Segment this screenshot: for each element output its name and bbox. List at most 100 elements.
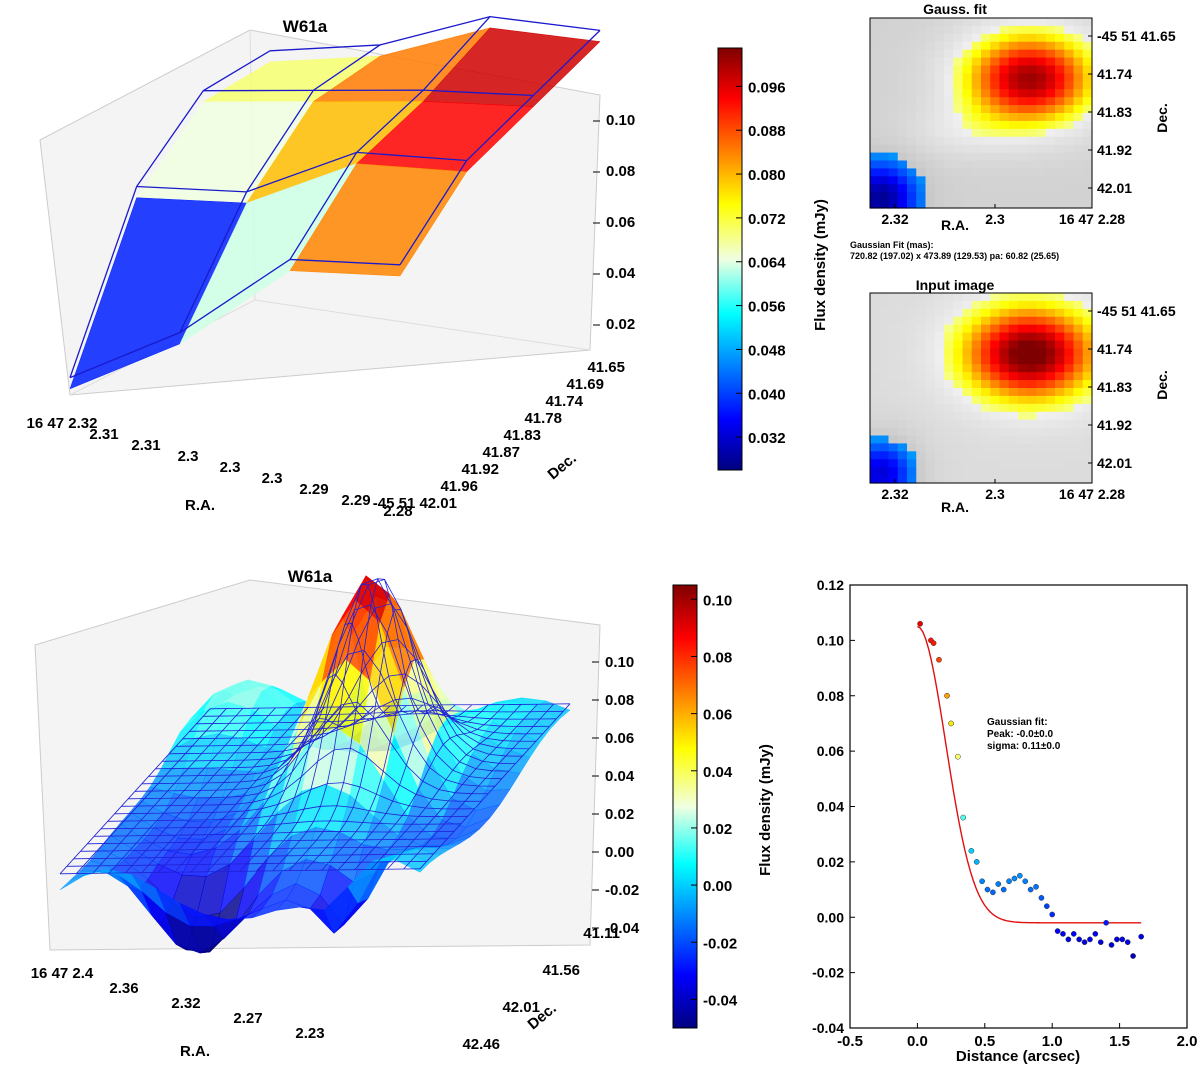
heatmap-cell	[1036, 293, 1047, 302]
y-tick-label: 42.01	[502, 999, 540, 1016]
heatmap-cell	[870, 65, 880, 75]
heatmap-cell	[1045, 57, 1056, 67]
wireframe-line	[92, 708, 244, 874]
colorbar-tick-label: 0.02	[703, 821, 732, 838]
heatmap-cell	[990, 427, 1001, 437]
heatmap-cell	[1018, 411, 1028, 421]
heatmap-cell	[981, 152, 991, 162]
heatmap-cell	[1027, 97, 1038, 106]
heatmap-cell	[990, 403, 1001, 413]
heatmap-cell	[1082, 81, 1093, 90]
heatmap-cell	[1073, 475, 1084, 484]
heatmap-cell	[944, 73, 954, 82]
heatmap-cell	[944, 372, 954, 381]
heatmap-cell	[1073, 316, 1084, 326]
heatmap-cell	[1045, 459, 1056, 468]
heatmap-cell	[879, 356, 890, 365]
wireframe-line	[59, 708, 211, 875]
heatmap-cell	[897, 332, 908, 342]
heatmap-cell	[1018, 443, 1028, 452]
heatmap-cell	[999, 97, 1010, 106]
heatmap-cell	[999, 152, 1010, 162]
heatmap-cell	[1055, 300, 1065, 310]
heatmap-cell	[1073, 364, 1084, 373]
heatmap-cell	[1036, 192, 1047, 201]
heatmap-cell	[1045, 411, 1056, 421]
heatmap-cell	[907, 136, 917, 146]
heatmap-cell	[897, 97, 908, 106]
heatmap-cell	[888, 403, 899, 413]
heatmap-cell	[981, 395, 991, 405]
heatmap-cell	[1064, 73, 1075, 82]
y-tick-label: 41.74	[545, 393, 583, 410]
heatmap-cell	[1082, 293, 1093, 302]
heatmap-cell	[999, 136, 1010, 146]
heatmap-cell	[925, 380, 936, 389]
heatmap-cell	[1008, 340, 1019, 350]
heatmap-cell	[971, 475, 982, 484]
heatmap-cell	[1082, 467, 1093, 476]
heatmap-cell	[953, 25, 964, 35]
heatmap-cell	[1082, 475, 1093, 484]
heatmap-cell	[1018, 340, 1028, 350]
heatmap-cell	[1018, 168, 1028, 177]
heatmap-cell	[934, 411, 945, 421]
heatmap-cell	[879, 300, 890, 310]
heatmap-cell	[990, 435, 1001, 445]
colorbar-tick-label: 0.10	[703, 592, 732, 609]
heatmap-cell	[934, 152, 945, 162]
heatmap-cell	[925, 97, 936, 106]
heatmap-cell	[971, 451, 982, 460]
heatmap-cell	[925, 427, 936, 437]
heatmap-cell	[897, 475, 908, 484]
x-tick-label: 0.5	[974, 1033, 995, 1050]
heatmap-cell	[971, 136, 982, 146]
heatmap-cell	[1045, 308, 1056, 318]
heatmap-cell	[1073, 120, 1084, 130]
heatmap-cell	[1055, 41, 1065, 51]
heatmap-cell	[1082, 427, 1093, 437]
heatmap-cell	[925, 160, 936, 170]
heatmap-cell	[953, 451, 964, 460]
heatmap-cell	[897, 372, 908, 381]
heatmap-cell	[1018, 451, 1028, 460]
heatmap-cell	[870, 97, 880, 106]
heatmap-cell	[971, 200, 982, 209]
heatmap-cell	[962, 41, 973, 51]
heatmap-cell	[870, 395, 880, 405]
heatmap-cell	[1027, 300, 1038, 310]
heatmap-cell	[1082, 443, 1093, 452]
data-point	[1092, 931, 1099, 937]
heatmap-cell	[897, 300, 908, 310]
heatmap-cell	[1008, 184, 1019, 193]
heatmap-cell	[916, 435, 927, 445]
heatmap-cell	[1008, 120, 1019, 130]
heatmap-cell	[1055, 395, 1065, 405]
heatmap-cell	[1008, 364, 1019, 373]
heatmap-cell	[1008, 419, 1019, 429]
wireframe-line	[203, 89, 534, 97]
wireframe-line	[256, 622, 407, 872]
heatmap-cell	[1073, 184, 1084, 193]
heatmap-cell	[1082, 380, 1093, 389]
colorbar-tick-label: 0.06	[703, 707, 732, 724]
heatmap-cell	[934, 475, 945, 484]
heatmap-cell	[907, 395, 917, 405]
heatmap-cell	[1045, 395, 1056, 405]
heatmap-cell	[999, 451, 1010, 460]
heatmap-cell	[1027, 105, 1038, 114]
heatmap-cell	[962, 388, 973, 397]
heatmap-cell	[934, 168, 945, 177]
heatmap-cell	[1045, 65, 1056, 75]
heatmap-cell	[1045, 176, 1056, 185]
heatmap-cell	[897, 136, 908, 146]
heatmap-cell	[879, 395, 890, 405]
heatmap-cell	[971, 128, 982, 138]
heatmap-cell	[944, 97, 954, 106]
heatmap-cell	[897, 120, 908, 130]
heatmap-cell	[897, 105, 908, 114]
colorbar-tick-label: 0.032	[748, 430, 786, 447]
heatmap-cell	[934, 324, 945, 334]
heatmap-cell	[962, 395, 973, 405]
heatmap-cell	[953, 144, 964, 154]
